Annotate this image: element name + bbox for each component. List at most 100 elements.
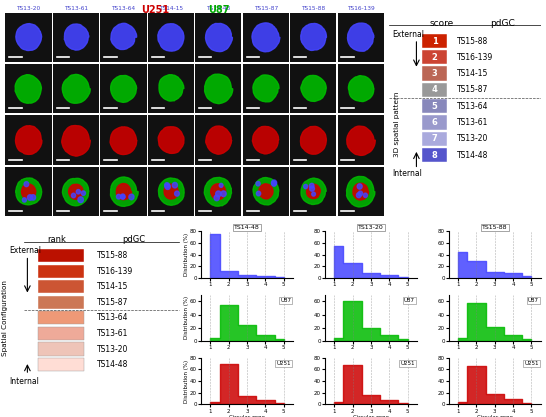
Polygon shape bbox=[16, 178, 42, 205]
FancyBboxPatch shape bbox=[423, 34, 447, 48]
Text: pdGC: pdGC bbox=[122, 235, 145, 244]
FancyBboxPatch shape bbox=[423, 132, 447, 146]
Polygon shape bbox=[271, 181, 276, 186]
Text: TS15-88: TS15-88 bbox=[97, 251, 128, 260]
Title: TS14-15: TS14-15 bbox=[159, 6, 183, 11]
Text: External: External bbox=[9, 246, 41, 255]
FancyBboxPatch shape bbox=[38, 249, 84, 262]
FancyBboxPatch shape bbox=[38, 327, 84, 340]
Text: U87: U87 bbox=[280, 298, 291, 303]
Polygon shape bbox=[81, 191, 86, 195]
Polygon shape bbox=[164, 184, 178, 199]
Text: U87: U87 bbox=[207, 5, 229, 15]
Text: TS15-87: TS15-87 bbox=[458, 85, 489, 94]
Polygon shape bbox=[24, 182, 29, 187]
Polygon shape bbox=[15, 126, 42, 154]
Text: 6: 6 bbox=[432, 118, 437, 127]
Text: TS14-48: TS14-48 bbox=[97, 360, 128, 369]
Polygon shape bbox=[62, 178, 89, 206]
Polygon shape bbox=[27, 195, 33, 200]
X-axis label: Circular zone: Circular zone bbox=[477, 415, 513, 417]
Polygon shape bbox=[310, 186, 314, 191]
Polygon shape bbox=[253, 178, 279, 205]
Polygon shape bbox=[357, 193, 361, 198]
Polygon shape bbox=[165, 184, 170, 189]
Polygon shape bbox=[173, 182, 177, 188]
Polygon shape bbox=[158, 127, 184, 153]
Title: TS16-139: TS16-139 bbox=[347, 6, 375, 11]
Polygon shape bbox=[312, 192, 316, 196]
Title: TS13-20: TS13-20 bbox=[358, 225, 384, 230]
Polygon shape bbox=[214, 195, 219, 201]
Title: TS15-87: TS15-87 bbox=[254, 6, 278, 11]
Polygon shape bbox=[206, 126, 232, 154]
Polygon shape bbox=[301, 75, 326, 101]
Polygon shape bbox=[129, 194, 134, 200]
Polygon shape bbox=[364, 193, 367, 198]
Text: TS15-88: TS15-88 bbox=[458, 37, 489, 45]
Polygon shape bbox=[121, 194, 125, 199]
X-axis label: Circular zone: Circular zone bbox=[353, 415, 389, 417]
Polygon shape bbox=[353, 183, 369, 200]
Polygon shape bbox=[111, 23, 136, 50]
Polygon shape bbox=[204, 177, 232, 206]
Text: TS15-87: TS15-87 bbox=[97, 298, 128, 307]
Polygon shape bbox=[358, 191, 363, 196]
Polygon shape bbox=[116, 194, 121, 199]
Polygon shape bbox=[76, 189, 80, 194]
Polygon shape bbox=[116, 183, 132, 200]
FancyBboxPatch shape bbox=[423, 83, 447, 97]
Text: TS13-20: TS13-20 bbox=[458, 134, 489, 143]
Polygon shape bbox=[357, 184, 362, 189]
FancyBboxPatch shape bbox=[38, 296, 84, 309]
Text: 5: 5 bbox=[432, 102, 437, 111]
Text: Spatial Configuration: Spatial Configuration bbox=[3, 280, 8, 356]
Polygon shape bbox=[301, 178, 326, 204]
Polygon shape bbox=[68, 184, 83, 199]
Title: TS13-20: TS13-20 bbox=[16, 6, 40, 11]
Polygon shape bbox=[175, 191, 180, 196]
Text: TS14-48: TS14-48 bbox=[458, 151, 489, 160]
Text: 3: 3 bbox=[432, 69, 437, 78]
Polygon shape bbox=[259, 184, 273, 199]
Text: 1: 1 bbox=[432, 37, 437, 45]
Text: pdGC: pdGC bbox=[490, 19, 515, 28]
Polygon shape bbox=[159, 75, 184, 101]
Polygon shape bbox=[310, 183, 314, 188]
Polygon shape bbox=[256, 181, 260, 186]
Polygon shape bbox=[110, 177, 138, 206]
Polygon shape bbox=[72, 193, 76, 198]
Polygon shape bbox=[252, 23, 280, 52]
FancyBboxPatch shape bbox=[423, 148, 447, 162]
Text: TS16-139: TS16-139 bbox=[458, 53, 494, 62]
Polygon shape bbox=[78, 197, 84, 203]
Polygon shape bbox=[205, 23, 233, 52]
Text: 2: 2 bbox=[432, 53, 437, 62]
FancyBboxPatch shape bbox=[423, 99, 447, 113]
Polygon shape bbox=[164, 183, 169, 188]
Text: score: score bbox=[430, 19, 454, 28]
Polygon shape bbox=[304, 184, 308, 188]
Polygon shape bbox=[219, 183, 223, 187]
Y-axis label: Distribution (%): Distribution (%) bbox=[183, 359, 189, 403]
Polygon shape bbox=[111, 75, 136, 103]
Text: TS14-15: TS14-15 bbox=[458, 69, 489, 78]
Polygon shape bbox=[347, 126, 375, 156]
Polygon shape bbox=[221, 191, 226, 196]
FancyBboxPatch shape bbox=[423, 66, 447, 81]
Polygon shape bbox=[211, 184, 225, 200]
Polygon shape bbox=[300, 126, 327, 154]
Polygon shape bbox=[253, 75, 279, 102]
Text: U87: U87 bbox=[404, 298, 415, 303]
Text: rank: rank bbox=[47, 235, 66, 244]
Text: 3D spatial pattern: 3D spatial pattern bbox=[394, 92, 400, 157]
FancyBboxPatch shape bbox=[38, 358, 84, 371]
Polygon shape bbox=[15, 75, 41, 103]
Polygon shape bbox=[306, 184, 321, 198]
Polygon shape bbox=[121, 195, 125, 199]
FancyBboxPatch shape bbox=[423, 50, 447, 65]
Text: TS13-20: TS13-20 bbox=[97, 344, 128, 354]
Polygon shape bbox=[252, 126, 279, 154]
Title: TS13-61: TS13-61 bbox=[64, 6, 88, 11]
Polygon shape bbox=[62, 126, 90, 156]
